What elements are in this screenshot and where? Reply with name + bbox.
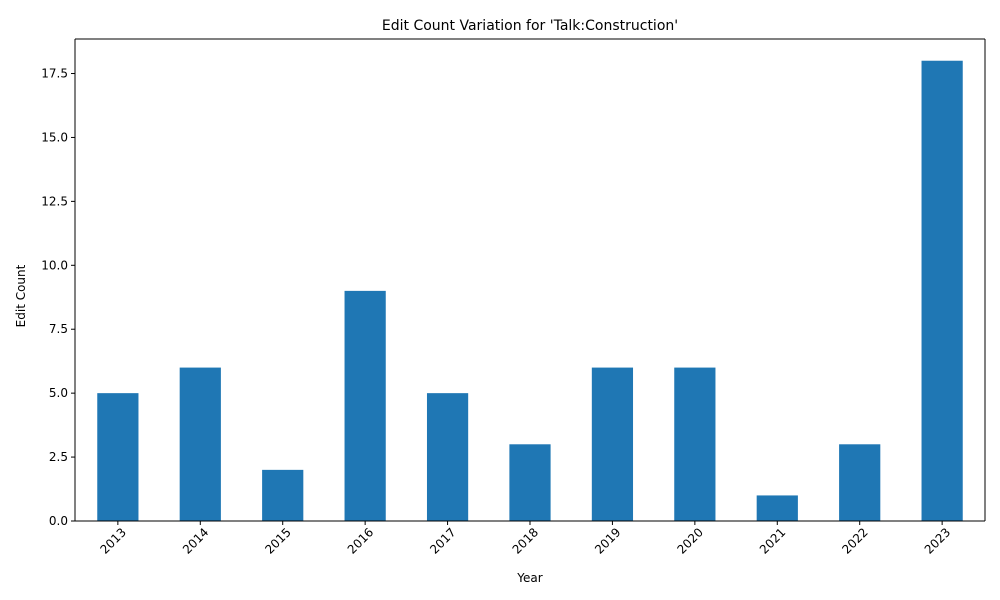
bar-2019 [591,367,634,521]
x-tick-label-2014: 2014 [180,525,211,556]
bar-2023 [921,60,963,521]
y-axis-label: Edit Count [14,264,28,327]
x-tick-label-2022: 2022 [839,525,870,556]
y-tick-label-12.5: 12.5 [41,194,68,208]
y-tick-label-0.0: 0.0 [49,514,68,528]
x-tick-label-2020: 2020 [674,525,705,556]
bar-2022 [839,444,881,521]
plot-background [75,39,985,521]
bar-2015 [262,469,304,521]
y-tick-label-5.0: 5.0 [49,386,68,400]
bar-2021 [756,495,798,521]
x-tick-label-2017: 2017 [427,525,458,556]
y-tick-label-10.0: 10.0 [41,258,68,272]
x-tick-label-2018: 2018 [510,525,541,556]
x-axis-label: Year [516,571,542,585]
y-tick-label-7.5: 7.5 [49,322,68,336]
bar-2016 [344,290,386,521]
y-tick-label-17.5: 17.5 [41,67,68,81]
y-tick-label-15.0: 15.0 [41,130,68,144]
bars-group [97,60,963,521]
bar-2013 [97,393,139,521]
bar-2017 [426,393,469,521]
y-tick-label-2.5: 2.5 [49,450,68,464]
x-tick-label-2013: 2013 [97,525,128,556]
y-axis: 0.0 2.5 5.0 7.5 10.0 12.5 15.0 17.5 [41,39,986,528]
x-tick-label-2015: 2015 [262,525,293,556]
x-tick-label-2021: 2021 [757,525,788,556]
bar-2020 [674,367,716,521]
plot-area [75,39,985,521]
bar-2014 [179,367,221,521]
bar-2018 [509,444,551,521]
chart-title: Edit Count Variation for 'Talk:Construct… [382,18,678,34]
x-tick-label-2023: 2023 [922,525,953,556]
x-tick-label-2016: 2016 [345,525,376,556]
x-tick-label-2019: 2019 [592,525,623,556]
